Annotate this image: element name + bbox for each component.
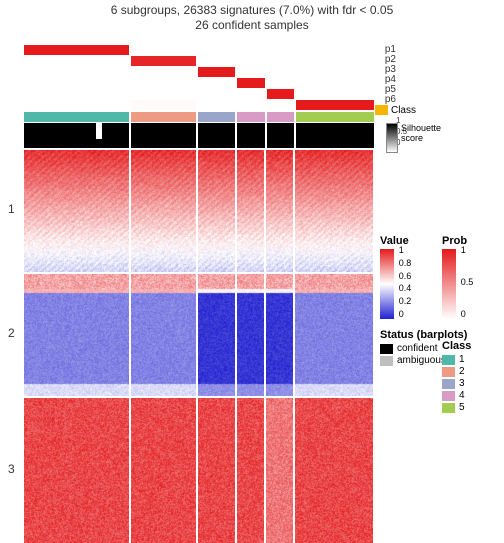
title-line-1: 6 subgroups, 26383 signatures (7.0%) wit…: [0, 3, 504, 17]
p-annotation-tracks: [24, 45, 374, 110]
legend-area: Value 10.80.60.40.20 Prob 10.50 Status (…: [380, 45, 500, 500]
prob-legend: Prob 10.50: [442, 235, 489, 319]
status-track: [24, 123, 374, 148]
class-annotation-track: [24, 112, 374, 122]
main-plot-area: p1p2p3p4p5p6 Class 10.50 Silhouette scor…: [24, 45, 374, 500]
heatmap-body: [24, 150, 374, 543]
status-legend: Status (barplots) confidentambiguous: [380, 329, 500, 366]
class-legend: Class 12345: [442, 340, 471, 414]
title-line-2: 26 confident samples: [0, 18, 504, 32]
